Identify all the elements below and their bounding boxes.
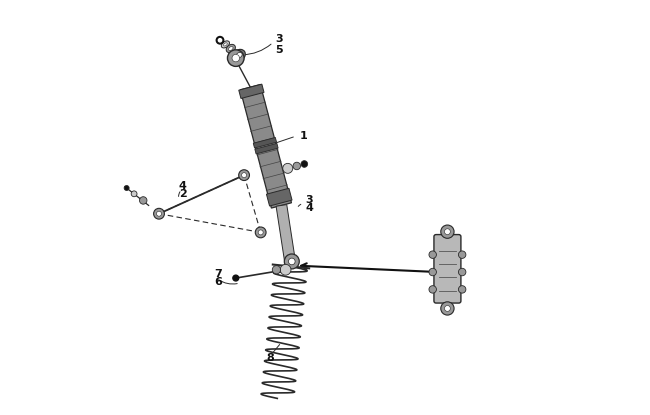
Circle shape xyxy=(227,50,244,66)
Circle shape xyxy=(131,191,137,197)
Text: 2: 2 xyxy=(179,189,187,199)
Circle shape xyxy=(216,37,224,44)
Circle shape xyxy=(429,286,436,293)
Circle shape xyxy=(153,208,164,219)
Circle shape xyxy=(232,54,239,62)
Circle shape xyxy=(458,251,466,259)
Text: 3: 3 xyxy=(275,34,283,44)
Circle shape xyxy=(272,266,281,274)
Text: 1: 1 xyxy=(300,131,308,141)
Ellipse shape xyxy=(236,52,242,58)
Ellipse shape xyxy=(221,41,229,48)
Ellipse shape xyxy=(226,44,235,53)
Circle shape xyxy=(445,229,450,234)
Ellipse shape xyxy=(233,49,245,61)
Circle shape xyxy=(157,211,161,216)
Polygon shape xyxy=(239,84,264,98)
Circle shape xyxy=(140,197,147,204)
Text: 4: 4 xyxy=(179,181,187,190)
Circle shape xyxy=(284,254,299,269)
Polygon shape xyxy=(255,144,278,154)
Text: 6: 6 xyxy=(214,277,222,287)
Text: 4: 4 xyxy=(305,203,313,213)
Polygon shape xyxy=(254,137,277,148)
Circle shape xyxy=(239,170,250,181)
Polygon shape xyxy=(266,188,292,206)
Circle shape xyxy=(233,275,239,281)
Circle shape xyxy=(445,305,450,311)
FancyBboxPatch shape xyxy=(434,234,461,303)
Circle shape xyxy=(124,186,129,190)
Circle shape xyxy=(301,161,307,167)
Circle shape xyxy=(441,302,454,315)
Circle shape xyxy=(458,268,466,276)
Circle shape xyxy=(218,39,222,42)
Ellipse shape xyxy=(229,46,233,51)
Polygon shape xyxy=(276,205,295,260)
Circle shape xyxy=(255,227,266,238)
Text: 7: 7 xyxy=(214,269,222,279)
Circle shape xyxy=(429,268,436,276)
Circle shape xyxy=(283,164,292,173)
Text: 5: 5 xyxy=(275,45,283,55)
Circle shape xyxy=(280,264,291,275)
Circle shape xyxy=(293,162,300,170)
Circle shape xyxy=(429,251,436,259)
Text: 8: 8 xyxy=(266,353,274,363)
Circle shape xyxy=(242,173,246,178)
Ellipse shape xyxy=(224,43,228,46)
Circle shape xyxy=(258,230,263,235)
Circle shape xyxy=(289,258,295,265)
Circle shape xyxy=(458,286,466,293)
Circle shape xyxy=(441,225,454,238)
Text: 3: 3 xyxy=(305,195,313,205)
Polygon shape xyxy=(240,85,291,208)
